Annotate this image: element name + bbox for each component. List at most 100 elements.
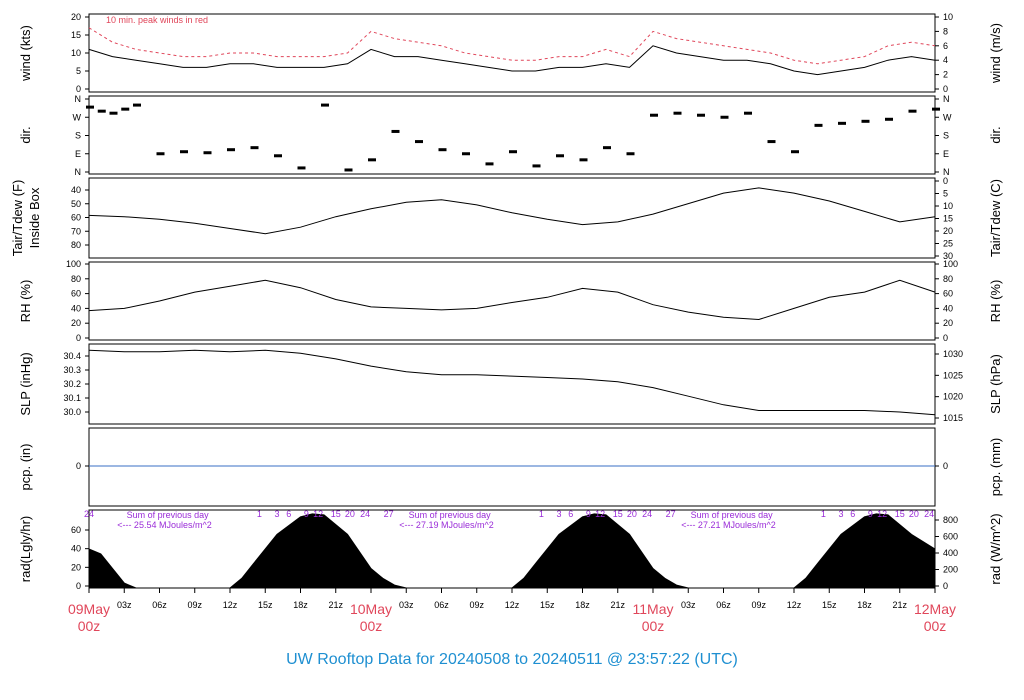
ytick-label-left: 30.1 — [63, 393, 81, 403]
hour-mark: 12 — [595, 509, 605, 519]
panel-frame — [88, 177, 936, 259]
ytick-label-left: 50 — [71, 199, 81, 209]
hour-mark: 24 — [84, 509, 94, 519]
wind-line — [88, 45, 936, 76]
xtick-label: 06z — [152, 600, 167, 610]
direction-point — [344, 168, 353, 172]
panel-wind: wind (kts) wind (m/s) 0 5 10 15 20 0 2 4 6 8 10 — [18, 12, 1003, 94]
direction-point — [203, 151, 212, 155]
ytick-label-left: 0 — [76, 461, 81, 471]
direction-point — [485, 162, 494, 166]
xtick-label: 06z — [434, 600, 449, 610]
direction-point — [297, 166, 306, 170]
xtick-label: 18z — [575, 600, 590, 610]
chart-title: UW Rooftop Data for 20240508 to 20240511… — [286, 651, 738, 668]
ytick-label-right: 100 — [943, 259, 958, 269]
xtick-label: 21z — [328, 600, 343, 610]
ytick-label-left: 0 — [76, 84, 81, 94]
xtick-label: 12z — [505, 600, 520, 610]
ytick-label-right: 0 — [943, 581, 948, 591]
ytick-label-left: 40 — [71, 303, 81, 313]
xtick-label: 21z — [610, 600, 625, 610]
ytick-label-left: 0 — [76, 333, 81, 343]
date-label: 11May — [633, 601, 674, 617]
direction-point — [861, 119, 870, 123]
rh-line — [88, 279, 936, 321]
direction-point — [650, 113, 658, 117]
hour-mark: 15 — [613, 509, 623, 519]
ylabel-left: wind (kts) — [18, 25, 33, 82]
xtick-label: 09z — [469, 600, 484, 610]
ytick-label-right: 1025 — [943, 370, 963, 380]
ytick-label-left: 20 — [71, 12, 81, 22]
ytick-label-right: 60 — [943, 289, 953, 299]
ytick-label-right: 1020 — [943, 392, 963, 402]
hour-mark: 6 — [850, 509, 855, 519]
ylabel-right: RH (%) — [988, 280, 1003, 323]
radiation-area — [88, 513, 936, 589]
hour-mark: 1 — [539, 509, 544, 519]
panel-frame — [88, 343, 936, 425]
hour-mark: 9 — [304, 509, 309, 519]
ylabel-left: SLP (inHg) — [18, 352, 33, 415]
direction-point — [509, 150, 517, 154]
ytick-label-right: E — [943, 149, 949, 159]
ylabel-right: dir. — [988, 126, 1003, 143]
direction-point — [885, 117, 893, 121]
direction-point — [321, 103, 329, 107]
ylabel-left: RH (%) — [18, 280, 33, 323]
hour-mark: 3 — [838, 509, 843, 519]
direction-point — [932, 107, 940, 111]
ytick-label-right: N — [943, 167, 950, 177]
ylabel-left: rad(Lgly/hr) — [18, 516, 33, 582]
direction-point — [133, 103, 141, 107]
direction-point — [814, 123, 823, 127]
xtick-label: 21z — [892, 600, 907, 610]
ytick-label-right: 10 — [943, 201, 953, 211]
ytick-label-right: 200 — [943, 565, 958, 575]
direction-point — [838, 121, 846, 125]
hour-mark: 3 — [556, 509, 561, 519]
xtick-label: 03z — [117, 600, 132, 610]
direction-point — [391, 129, 400, 133]
ytick-label-right: N — [943, 94, 950, 104]
hour-mark: 12 — [313, 509, 323, 519]
hour-mark: 27 — [666, 509, 676, 519]
ytick-label-right: 80 — [943, 274, 953, 284]
panel-frame — [88, 13, 936, 93]
ytick-label-right: 15 — [943, 214, 953, 224]
direction-point — [274, 154, 282, 158]
ytick-label-left: 30.2 — [63, 379, 81, 389]
ytick-label-right: 40 — [943, 303, 953, 313]
direction-point — [227, 148, 235, 152]
ytick-label-left: 70 — [71, 226, 81, 236]
hour-mark: 15 — [331, 509, 341, 519]
date-label: 09May — [68, 601, 110, 617]
xtick-label: 09z — [187, 600, 202, 610]
xtick-label: 18z — [857, 600, 872, 610]
ytick-label-right: 1030 — [943, 349, 963, 359]
direction-point — [250, 146, 259, 150]
panel-frame — [88, 261, 936, 341]
hour-mark: 6 — [286, 509, 291, 519]
xtick-label: 03z — [681, 600, 696, 610]
rad-sum-value: <--- 25.54 MJoules/m^2 — [117, 520, 212, 530]
ytick-label-right: 8 — [943, 26, 948, 36]
ytick-label-left: 30.4 — [63, 351, 81, 361]
ylabel-left: Tair/Tdew (F) — [10, 180, 25, 257]
xtick-label: 15z — [822, 600, 837, 610]
direction-point — [156, 152, 165, 156]
hour-mark: 1 — [821, 509, 826, 519]
ytick-label-right: 800 — [943, 515, 958, 525]
time-axis: 03z 06z 09z 12z 15z 18z 21z 03z 06z 09z 12z 15z 18z 2… — [68, 588, 956, 634]
direction-point — [97, 109, 106, 113]
direction-point — [673, 111, 682, 115]
direction-point — [791, 150, 799, 154]
xtick-label: 18z — [293, 600, 308, 610]
direction-point — [626, 152, 635, 156]
panel-frame — [88, 427, 936, 507]
hour-mark: 15 — [895, 509, 905, 519]
ylabel-right: wind (m/s) — [988, 23, 1003, 84]
